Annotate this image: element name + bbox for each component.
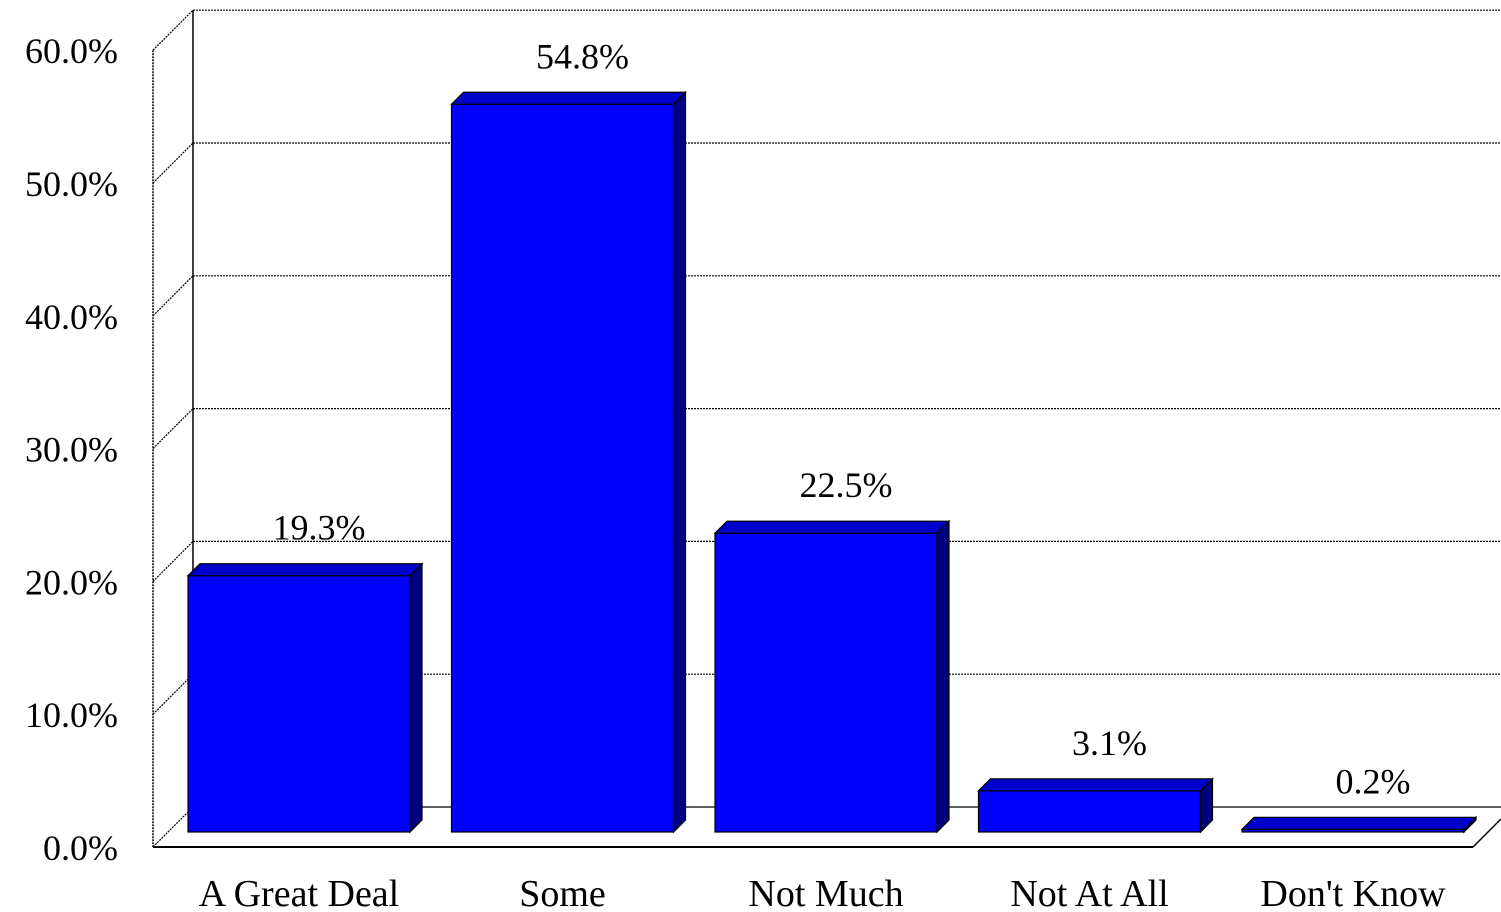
bar-top: [713, 520, 951, 534]
data-label: 22.5%: [800, 465, 893, 505]
gridline-diagonal: [152, 275, 194, 317]
y-tick-label: 30.0%: [25, 430, 118, 470]
bar-top: [1240, 816, 1478, 830]
x-tick-label: Not Much: [748, 873, 903, 912]
y-tick-label: 20.0%: [25, 562, 118, 602]
bar-side: [936, 519, 950, 834]
bar-front: [977, 790, 1202, 833]
gridline-diagonal: [152, 408, 194, 450]
bar-side: [672, 90, 687, 834]
x-tick-label: Don't Know: [1260, 873, 1446, 912]
data-label: 0.2%: [1336, 761, 1411, 801]
gridline-diagonal: [152, 806, 194, 848]
data-label: 3.1%: [1072, 723, 1147, 763]
bar: [450, 90, 687, 834]
y-tick-label: 0.0%: [43, 828, 118, 868]
bar-front: [450, 103, 675, 833]
bar: [1240, 815, 1478, 834]
bar: [713, 519, 951, 834]
bar-side: [1463, 815, 1477, 834]
gridline-diagonal: [152, 142, 194, 184]
x-tick-label: A Great Deal: [199, 873, 399, 912]
gridline-diagonal: [152, 540, 194, 582]
bar-top: [450, 91, 687, 105]
bar-top: [186, 563, 424, 577]
bar: [186, 562, 424, 834]
data-label: 19.3%: [273, 508, 366, 548]
floor-right-edge: [1472, 818, 1501, 848]
bars: [186, 90, 1478, 834]
bar-side: [409, 562, 423, 834]
gridline-diagonal: [152, 673, 194, 715]
gridline-diagonal: [152, 9, 194, 51]
bar-front: [187, 575, 411, 833]
bar-side: [1199, 777, 1214, 834]
data-label: 54.8%: [536, 36, 629, 76]
x-tick-label: Not At All: [1010, 873, 1168, 912]
bar: [977, 777, 1214, 834]
y-tick-label: 40.0%: [25, 297, 118, 337]
x-tick-label: Some: [519, 873, 606, 912]
bar-top: [977, 778, 1214, 792]
y-tick-label: 60.0%: [25, 31, 118, 71]
y-tick-label: 10.0%: [25, 695, 118, 735]
labels: 0.0% 10.0% 20.0% 30.0% 40.0% 50.0% 60.0% 19.3% A…: [25, 31, 1446, 912]
y-tick-label: 50.0%: [25, 164, 118, 204]
bar-front: [714, 532, 938, 833]
